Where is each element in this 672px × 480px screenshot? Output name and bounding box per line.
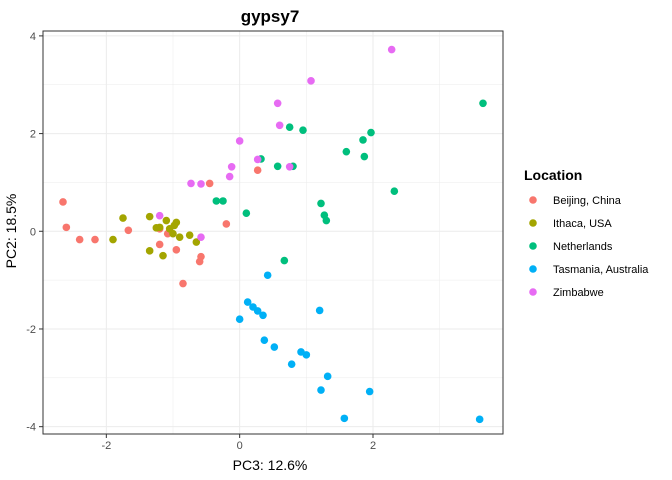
data-point — [273, 99, 282, 108]
legend-title: Location — [524, 167, 582, 183]
x-axis-label: PC3: 12.6% — [233, 457, 308, 473]
y-axis-label: PC2: 18.5% — [3, 194, 19, 269]
data-point — [273, 162, 282, 171]
data-point — [219, 197, 227, 205]
data-point — [359, 136, 367, 144]
data-point — [91, 235, 99, 244]
data-point — [302, 351, 311, 359]
plot-panel-border — [42, 30, 504, 435]
data-point — [205, 179, 214, 188]
legend: Location Beijing, China Ithaca, USA Nether… — [524, 167, 649, 299]
chart-title: gypsy7 — [241, 7, 300, 26]
data-point — [179, 279, 187, 288]
data-point — [323, 372, 332, 381]
data-point — [253, 155, 262, 164]
data-point — [222, 220, 231, 228]
data-points — [59, 45, 487, 424]
data-point — [197, 180, 205, 188]
data-point — [124, 226, 133, 235]
data-point — [287, 360, 296, 368]
data-point — [175, 233, 184, 241]
x-tick-label: 2 — [370, 440, 376, 452]
data-point — [145, 212, 154, 221]
data-point — [155, 211, 164, 220]
data-point — [390, 187, 399, 196]
data-point — [187, 179, 195, 188]
data-point — [109, 235, 117, 244]
data-point — [387, 45, 396, 54]
grid-major — [43, 31, 503, 434]
data-point — [280, 256, 289, 265]
data-point — [340, 414, 349, 423]
legend-key — [529, 288, 537, 296]
data-point — [275, 121, 284, 130]
x-tick-label: 0 — [237, 440, 243, 452]
data-point — [479, 99, 487, 108]
data-point — [75, 235, 84, 244]
y-axis-ticks: -4 -2 0 2 4 — [26, 31, 43, 434]
data-point — [360, 152, 369, 161]
legend-key — [529, 196, 537, 204]
legend-label: Zimbabwe — [553, 287, 604, 299]
y-tick-label: 4 — [30, 31, 36, 43]
data-point — [259, 311, 267, 320]
data-point — [192, 238, 201, 246]
legend-label: Ithaca, USA — [553, 218, 612, 230]
data-point — [285, 162, 294, 171]
data-point — [270, 343, 279, 351]
data-point — [260, 336, 269, 345]
data-point — [253, 166, 262, 175]
data-point — [253, 307, 262, 315]
data-point — [342, 147, 351, 156]
data-point — [172, 218, 181, 227]
data-point — [475, 415, 484, 424]
legend-key — [529, 265, 537, 273]
data-point — [235, 137, 244, 145]
data-point — [242, 209, 251, 218]
data-point — [185, 231, 194, 239]
data-point — [197, 233, 205, 241]
data-point — [307, 77, 315, 85]
data-point — [162, 216, 171, 225]
data-point — [155, 223, 164, 232]
data-point — [317, 386, 325, 394]
legend-key — [529, 242, 537, 250]
legend-key — [529, 219, 537, 227]
y-tick-label: 0 — [30, 226, 36, 238]
data-point — [59, 198, 67, 206]
data-point — [197, 252, 205, 261]
data-point — [243, 298, 252, 306]
x-axis-ticks: -2 0 2 — [101, 434, 376, 452]
data-point — [225, 172, 234, 181]
y-tick-label: -4 — [26, 422, 36, 434]
data-point — [172, 246, 181, 254]
legend-label: Netherlands — [553, 241, 613, 253]
data-point — [159, 251, 167, 260]
y-tick-label: 2 — [30, 129, 36, 141]
data-point — [212, 197, 221, 205]
data-point — [235, 315, 244, 324]
data-point — [315, 306, 324, 315]
data-point — [322, 216, 331, 225]
data-point — [227, 162, 236, 171]
x-tick-label: -2 — [101, 440, 111, 452]
legend-label: Tasmania, Australia — [553, 264, 649, 276]
data-point — [367, 128, 375, 137]
y-tick-label: -2 — [26, 324, 36, 336]
grid-minor — [43, 31, 503, 434]
data-point — [155, 240, 164, 249]
data-point — [299, 126, 307, 134]
data-point — [317, 199, 325, 208]
data-point — [285, 123, 294, 132]
legend-label: Beijing, China — [553, 195, 622, 207]
data-point — [145, 247, 154, 255]
data-point — [169, 229, 177, 238]
data-point — [119, 214, 127, 222]
data-point — [62, 223, 71, 232]
data-point — [365, 387, 374, 396]
data-point — [263, 271, 272, 280]
